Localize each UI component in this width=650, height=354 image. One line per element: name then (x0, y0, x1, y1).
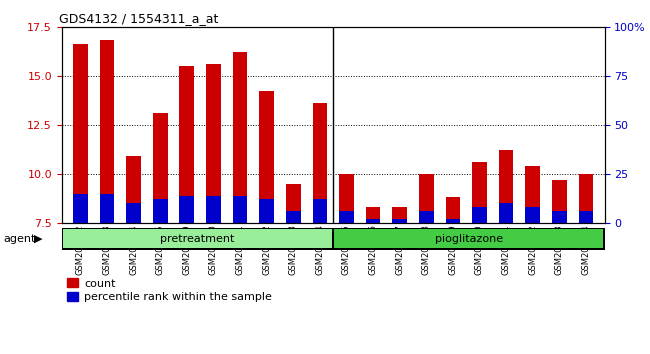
Bar (552, 211, 567, 223)
Bar (206, 64, 221, 223)
Bar (153, 199, 168, 223)
Bar (366, 207, 380, 223)
Bar (499, 203, 514, 223)
Bar (259, 91, 274, 223)
Bar (552, 180, 567, 223)
Bar (525, 207, 540, 223)
Text: ▶: ▶ (34, 234, 42, 244)
Bar (313, 103, 327, 223)
Legend: count, percentile rank within the sample: count, percentile rank within the sample (68, 278, 272, 302)
Bar (313, 199, 327, 223)
Bar (233, 195, 247, 223)
Bar (578, 174, 593, 223)
Bar (445, 198, 460, 223)
Bar (286, 211, 300, 223)
Bar (233, 52, 247, 223)
Bar (525, 166, 540, 223)
Bar (153, 113, 168, 223)
Bar (179, 66, 194, 223)
Bar (286, 184, 300, 223)
Bar (99, 40, 114, 223)
Bar (73, 194, 88, 223)
Bar (339, 211, 354, 223)
Bar (419, 211, 434, 223)
Text: agent: agent (3, 234, 36, 244)
Bar (393, 219, 407, 223)
Bar (73, 44, 88, 223)
Bar (578, 211, 593, 223)
Bar (63, 229, 332, 248)
Bar (179, 195, 194, 223)
Bar (472, 207, 487, 223)
Bar (419, 174, 434, 223)
Bar (393, 207, 407, 223)
Bar (335, 229, 603, 248)
Bar (499, 150, 514, 223)
Bar (126, 203, 141, 223)
Bar (126, 156, 141, 223)
Bar (259, 199, 274, 223)
Text: GDS4132 / 1554311_a_at: GDS4132 / 1554311_a_at (59, 12, 218, 25)
Bar (339, 174, 354, 223)
Bar (206, 195, 221, 223)
Text: pretreatment: pretreatment (161, 234, 235, 244)
Text: pioglitazone: pioglitazone (435, 234, 503, 244)
Bar (472, 162, 487, 223)
Bar (99, 194, 114, 223)
Bar (366, 219, 380, 223)
Bar (445, 219, 460, 223)
